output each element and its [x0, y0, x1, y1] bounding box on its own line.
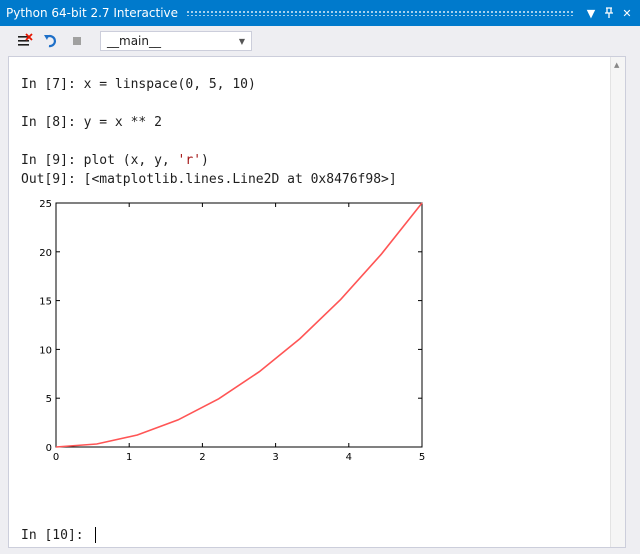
series-line: [55, 202, 423, 448]
x-tick-label: 1: [126, 452, 132, 463]
line-code-string: 'r': [177, 153, 202, 168]
scope-select[interactable]: __main__ ▼: [100, 31, 252, 51]
vertical-scrollbar[interactable]: ▲: [610, 57, 625, 547]
scope-select-value: __main__: [107, 34, 161, 48]
text-caret: [95, 527, 97, 543]
titlebar-grip[interactable]: [186, 10, 574, 16]
close-icon[interactable]: ✕: [622, 6, 632, 20]
x-tick-label: 5: [419, 452, 425, 463]
line-code: y = x ** 2: [83, 115, 162, 130]
clear-icon[interactable]: [14, 30, 36, 52]
y-tick-label: 0: [46, 443, 52, 454]
y-tick-label: 20: [39, 248, 52, 259]
line-prompt: In [9]:: [21, 153, 84, 168]
line-code: x = linspace(0, 5, 10): [83, 77, 256, 92]
line-prompt: Out[9]:: [21, 172, 84, 187]
x-tick-label: 4: [346, 452, 352, 463]
y-tick-label: 25: [39, 199, 52, 210]
x-tick-label: 2: [199, 452, 205, 463]
input-line[interactable]: In [10]:: [17, 527, 607, 547]
console-line: In [7]: x = linspace(0, 5, 10): [21, 77, 256, 92]
toolbar: __main__ ▼: [0, 26, 640, 56]
pin-icon[interactable]: [600, 4, 618, 22]
y-tick-label: 10: [39, 345, 52, 356]
x-tick-label: 0: [53, 452, 59, 463]
line-code: plot (x, y,: [83, 153, 178, 168]
line-code: ): [201, 153, 209, 168]
line-code: [<matplotlib.lines.Line2D at 0x8476f98>]: [83, 172, 397, 187]
console-output-line: Out[9]: [<matplotlib.lines.Line2D at 0x8…: [21, 172, 397, 187]
plot-figure: 0 1 2 3 4 5 0 5 10 15 20 25: [39, 199, 425, 463]
interactive-console[interactable]: In [7]: x = linspace(0, 5, 10) In [8]: y…: [8, 56, 626, 548]
line-prompt: In [7]:: [21, 77, 84, 92]
dropdown-icon[interactable]: ▼: [586, 6, 596, 20]
window-title: Python 64-bit 2.7 Interactive: [6, 6, 179, 20]
window-titlebar: Python 64-bit 2.7 Interactive ▼ ✕: [0, 0, 640, 26]
plot-axes-frame: [55, 202, 423, 448]
console-line: In [8]: y = x ** 2: [21, 115, 162, 130]
chevron-down-icon: ▼: [238, 36, 245, 46]
console-line: In [9]: plot (x, y, 'r'): [21, 153, 209, 168]
y-tick-label: 15: [39, 297, 52, 308]
line-prompt: In [8]:: [21, 115, 84, 130]
scroll-up-icon[interactable]: ▲: [614, 61, 620, 69]
stop-icon[interactable]: [66, 30, 88, 52]
input-prompt: In [10]:: [21, 527, 92, 543]
y-tick-label: 5: [46, 394, 52, 405]
reset-icon[interactable]: [40, 30, 62, 52]
x-tick-label: 3: [272, 452, 278, 463]
